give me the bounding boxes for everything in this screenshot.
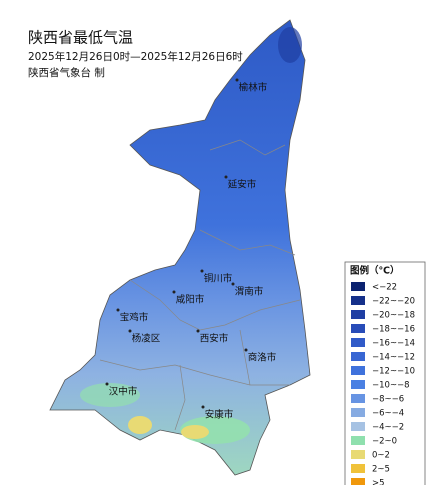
- title: 陕西省最低气温: [28, 29, 133, 47]
- city-dot: [231, 282, 235, 286]
- legend-swatch: [351, 324, 365, 333]
- legend-swatch: [351, 478, 365, 485]
- legend-label: −20~−18: [372, 311, 415, 321]
- city-label: 宝鸡市: [120, 312, 149, 324]
- legend-title: 图例（℃）: [350, 265, 400, 277]
- province-shape: [49, 19, 311, 476]
- legend-swatch: [351, 352, 365, 361]
- city-dot: [116, 308, 120, 312]
- legend-label: −18~−16: [372, 325, 415, 335]
- city-label: 延安市: [228, 179, 257, 191]
- city-label: 商洛市: [248, 352, 277, 364]
- legend-swatch: [351, 338, 365, 347]
- city-dot: [128, 329, 132, 333]
- city-label: 杨凌区: [132, 333, 161, 345]
- city-dot: [196, 329, 200, 333]
- city-dot: [200, 269, 204, 273]
- city-label: 咸阳市: [176, 294, 205, 306]
- legend-label: −22~−20: [372, 297, 415, 307]
- city-label: 汉中市: [109, 386, 138, 398]
- legend-label: 0~2: [372, 451, 390, 461]
- warm-area: [128, 416, 152, 434]
- subtitle: 2025年12月26日0时—2025年12月26日6时: [28, 50, 243, 63]
- city-label: 榆林市: [239, 82, 268, 94]
- warm-area: [80, 383, 140, 407]
- city-dot: [172, 290, 176, 294]
- city-label: 铜川市: [204, 273, 233, 285]
- legend-swatch: [351, 394, 365, 403]
- legend-label: <−22: [372, 283, 397, 293]
- legend-label: −8~−6: [372, 395, 404, 405]
- warm-area: [181, 425, 209, 439]
- city-dot: [201, 405, 205, 409]
- legend-swatch: [351, 310, 365, 319]
- city-dot: [244, 348, 248, 352]
- city-label: 渭南市: [235, 286, 264, 298]
- cold-area: [278, 27, 302, 63]
- legend-swatch: [351, 366, 365, 375]
- legend-swatch: [351, 422, 365, 431]
- legend-label: −16~−14: [372, 339, 415, 349]
- legend-swatch: [351, 450, 365, 459]
- legend-label: 2~5: [372, 465, 390, 475]
- legend-label: −12~−10: [372, 367, 415, 377]
- city-dot: [105, 382, 109, 386]
- agency: 陕西省气象台 制: [28, 66, 105, 79]
- city-label: 安康市: [205, 409, 234, 421]
- city-dot: [224, 175, 228, 179]
- legend-label: −10~−8: [372, 381, 410, 391]
- legend-swatch: [351, 282, 365, 291]
- legend-swatch: [351, 408, 365, 417]
- legend-label: >5: [372, 479, 385, 485]
- legend-swatch: [351, 464, 365, 473]
- legend-swatch: [351, 296, 365, 305]
- legend-label: −6~−4: [372, 409, 404, 419]
- legend-swatch: [351, 380, 365, 389]
- legend-label: −14~−12: [372, 353, 415, 363]
- legend-label: −2~0: [372, 437, 397, 447]
- boundary: [99, 139, 301, 431]
- city-label: 西安市: [200, 333, 229, 345]
- city-dot: [235, 78, 239, 82]
- legend-swatch: [351, 436, 365, 445]
- legend-label: −4~−2: [372, 423, 404, 433]
